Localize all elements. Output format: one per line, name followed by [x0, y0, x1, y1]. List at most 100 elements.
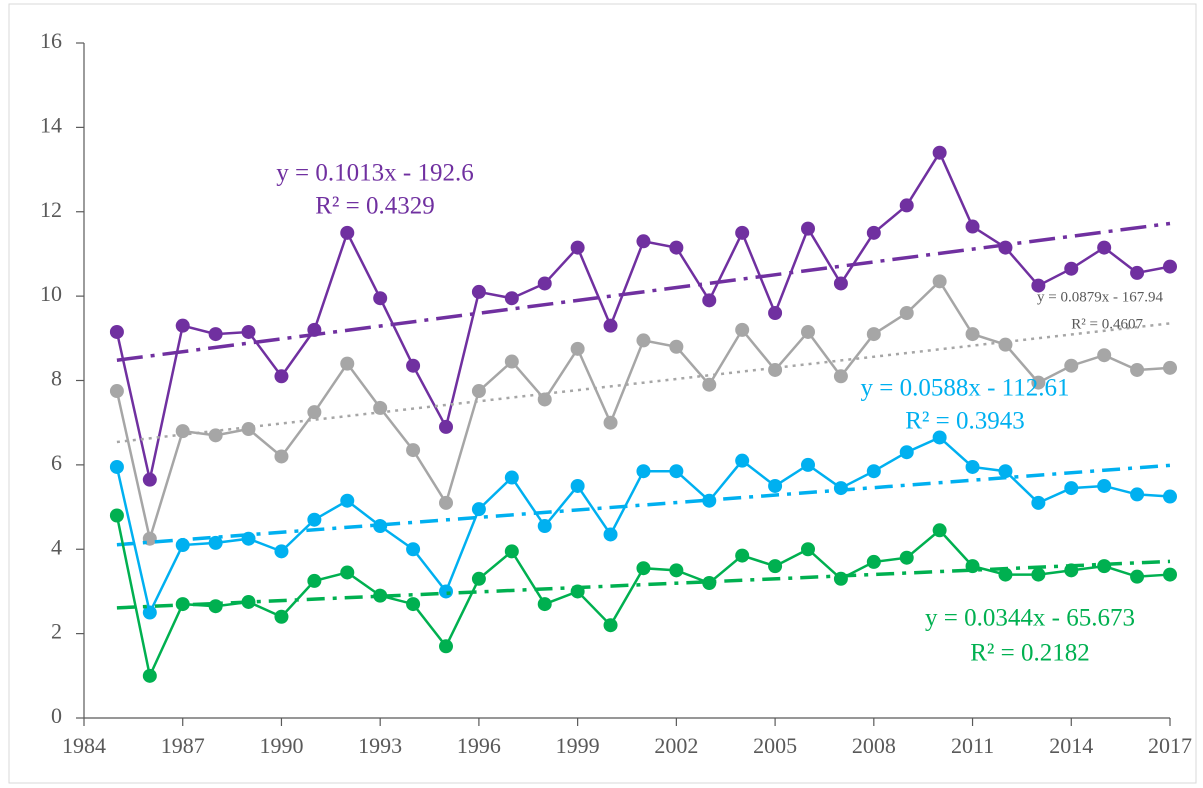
data-point [439, 584, 453, 599]
data-point [899, 198, 914, 213]
data-point [669, 339, 684, 354]
data-point [833, 481, 848, 496]
data-point [537, 276, 552, 291]
data-point [439, 639, 453, 654]
data-point [735, 548, 750, 563]
data-point [1064, 563, 1079, 578]
trendline-equation: y = 0.0879x - 167.94 [1037, 289, 1163, 305]
trendline-equation: y = 0.0588x - 112.61 [861, 375, 1070, 402]
data-point [307, 573, 322, 588]
data-point [439, 419, 453, 434]
x-tick-label: 2005 [753, 733, 797, 758]
data-point [406, 542, 421, 557]
data-point [603, 527, 618, 542]
data-point [142, 668, 157, 683]
data-point [768, 478, 783, 493]
data-point [833, 571, 848, 586]
data-point [274, 449, 289, 464]
data-point [866, 327, 881, 342]
data-point [669, 240, 684, 255]
data-point [142, 605, 157, 620]
data-point [208, 535, 223, 550]
data-point [932, 430, 947, 445]
data-point [1130, 362, 1145, 377]
data-point [406, 597, 421, 612]
trendline-r2: R² = 0.4329 [315, 193, 435, 220]
data-point [1064, 481, 1079, 496]
data-point [373, 588, 388, 603]
trendline [116, 559, 1171, 610]
data-point [932, 274, 947, 289]
y-tick-label: 2 [51, 619, 62, 644]
data-point [801, 457, 815, 472]
data-point [669, 563, 684, 578]
y-tick-label: 4 [51, 534, 62, 559]
data-point [208, 428, 223, 443]
x-tick-label: 2014 [1049, 733, 1093, 758]
data-point [1064, 261, 1079, 276]
data-point [340, 565, 355, 580]
data-point [307, 322, 322, 337]
data-point [340, 225, 355, 240]
data-point [1097, 348, 1112, 363]
data-point [504, 470, 519, 485]
trendline-equation: y = 0.0344x - 65.673 [925, 605, 1135, 632]
x-tick-label: 2017 [1148, 733, 1192, 758]
trendline [116, 322, 1171, 444]
data-point [274, 544, 289, 559]
data-point [340, 356, 355, 371]
data-point [1163, 567, 1177, 582]
y-tick-label: 14 [40, 112, 62, 137]
data-point [833, 276, 848, 291]
data-point [406, 358, 421, 373]
data-point [175, 424, 190, 439]
data-point [307, 512, 322, 527]
trendline [116, 221, 1171, 362]
x-tick-label: 1984 [62, 733, 106, 758]
data-point [570, 240, 585, 255]
data-point [570, 341, 585, 356]
y-tick-label: 10 [40, 281, 62, 306]
data-point [208, 327, 223, 342]
x-tick-label: 1987 [161, 733, 205, 758]
data-point [406, 443, 421, 458]
data-point [932, 523, 947, 538]
data-point [735, 225, 750, 240]
data-point [439, 495, 453, 510]
data-point [241, 531, 256, 546]
data-point [1163, 489, 1177, 504]
data-point [866, 464, 881, 479]
data-point [109, 508, 124, 523]
data-point [833, 369, 848, 384]
data-point [109, 384, 124, 399]
data-point [142, 472, 157, 487]
data-point [636, 464, 651, 479]
data-point [109, 459, 124, 474]
data-point [570, 584, 585, 599]
x-tick-label: 2011 [951, 733, 994, 758]
x-tick-label: 1999 [556, 733, 600, 758]
data-point [1097, 478, 1112, 493]
data-point [1064, 358, 1079, 373]
data-point [373, 519, 388, 534]
data-point [735, 453, 750, 468]
data-point [965, 459, 980, 474]
data-point [1097, 240, 1112, 255]
x-tick-label: 2008 [852, 733, 896, 758]
y-tick-label: 16 [40, 28, 62, 53]
data-point [175, 318, 190, 333]
data-point [109, 324, 124, 339]
data-point [1031, 495, 1046, 510]
data-point [702, 493, 717, 508]
data-point [1130, 487, 1145, 502]
data-point [1130, 265, 1145, 280]
data-point [702, 293, 717, 308]
data-point [899, 445, 914, 460]
y-tick-label: 12 [40, 197, 62, 222]
data-point [241, 324, 256, 339]
data-point [801, 542, 815, 557]
trendline-r2: R² = 0.3943 [905, 408, 1025, 435]
data-point [965, 219, 980, 234]
